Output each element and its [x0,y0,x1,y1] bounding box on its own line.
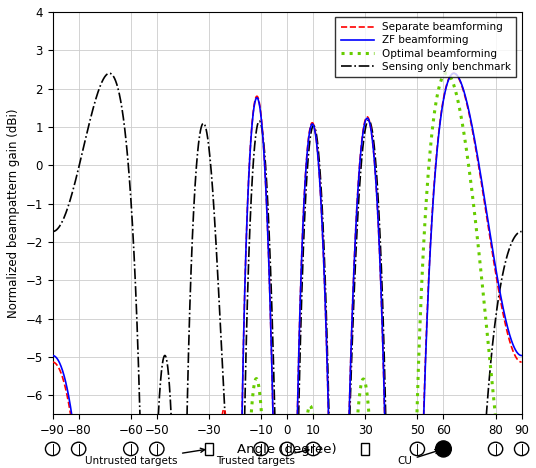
Sensing only benchmark [79,150,85,156]
Text: Trusted targets: Trusted targets [217,449,309,466]
Sensing only benchmark [106,71,113,76]
ZF beamforming [49,353,56,358]
Text: CU: CU [397,449,440,466]
Separate beamforming [450,71,457,76]
Separate beamforming [374,192,380,198]
Sensing only benchmark [49,229,56,234]
Separate beamforming [518,359,525,365]
Line: Separate beamforming: Separate beamforming [53,73,522,468]
X-axis label: Angle (degree): Angle (degree) [237,443,337,456]
Optimal beamforming [443,71,450,76]
ZF beamforming [374,192,380,198]
Line: ZF beamforming: ZF beamforming [53,73,522,468]
Y-axis label: Normalized beampattern gain (dBi): Normalized beampattern gain (dBi) [7,109,20,318]
Bar [205,443,213,455]
Sensing only benchmark [374,175,380,181]
Separate beamforming [49,359,56,365]
Line: Sensing only benchmark: Sensing only benchmark [53,73,522,468]
Sensing only benchmark [518,229,525,234]
Text: Untrusted targets: Untrusted targets [85,448,205,466]
Ellipse shape [436,441,451,457]
Line: Optimal beamforming: Optimal beamforming [53,73,522,468]
Sensing only benchmark [106,71,112,76]
Sensing only benchmark [195,141,202,146]
Bar [361,443,369,455]
Sensing only benchmark [105,71,111,76]
ZF beamforming [518,353,525,358]
Legend: Separate beamforming, ZF beamforming, Optimal beamforming, Sensing only benchmar: Separate beamforming, ZF beamforming, Op… [336,17,516,77]
ZF beamforming [451,71,457,76]
